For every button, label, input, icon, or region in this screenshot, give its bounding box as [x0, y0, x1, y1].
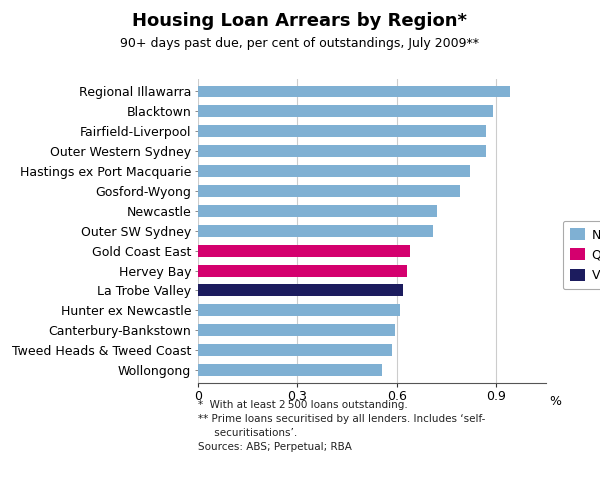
Bar: [198, 165, 470, 177]
Bar: [198, 185, 460, 197]
Bar: [198, 125, 487, 137]
Bar: [198, 205, 437, 217]
Bar: [198, 304, 400, 316]
Text: *  With at least 2 500 loans outstanding.
** Prime loans securitised by all lend: * With at least 2 500 loans outstanding.…: [198, 400, 485, 452]
Text: Housing Loan Arrears by Region*: Housing Loan Arrears by Region*: [133, 12, 467, 30]
Bar: [198, 85, 509, 97]
Bar: [198, 344, 392, 356]
Bar: [198, 145, 487, 157]
Bar: [198, 245, 410, 257]
Bar: [198, 265, 407, 276]
Text: %: %: [550, 395, 562, 408]
Text: 90+ days past due, per cent of outstandings, July 2009**: 90+ days past due, per cent of outstandi…: [121, 37, 479, 50]
Bar: [198, 364, 382, 376]
Bar: [198, 324, 395, 336]
Bar: [198, 284, 403, 297]
Bar: [198, 225, 433, 237]
Bar: [198, 106, 493, 117]
Legend: NSW, QLD, VIC: NSW, QLD, VIC: [563, 221, 600, 289]
